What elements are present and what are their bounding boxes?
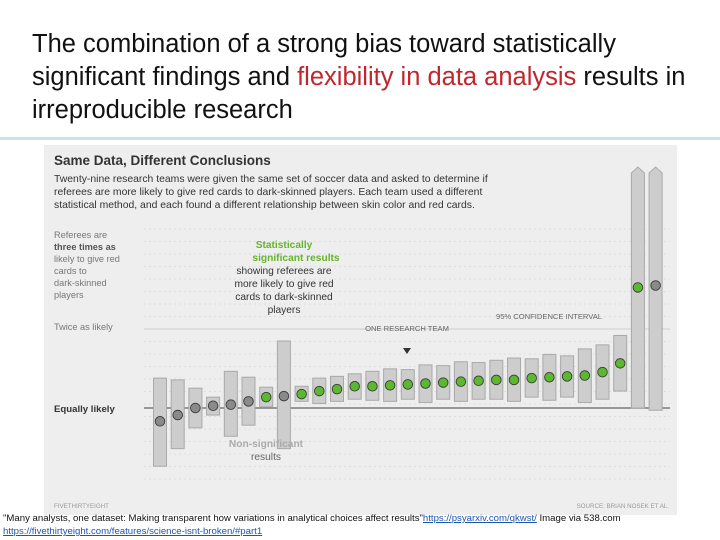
y-label-three-times-line: players (54, 290, 84, 300)
estimate-point (278, 390, 290, 402)
title-text-1: The combination of a strong bias toward … (32, 30, 616, 91)
estimate-point (190, 402, 201, 414)
estimate-point (579, 370, 591, 381)
chart-svg: Same Data, Different Conclusions Twenty-… (44, 145, 677, 515)
title-text-2: results in irreproducible research (32, 63, 686, 124)
estimate-point (367, 381, 378, 392)
y-label-three-times-line: three times as (54, 242, 116, 252)
estimate-point (632, 282, 644, 293)
y-label-three-times-line: dark-skinned (54, 278, 107, 288)
significant-annotation: Statistically significant results showin… (234, 240, 339, 316)
significant-annotation-line: players (268, 305, 301, 316)
estimate-point (526, 372, 537, 384)
y-label-three-times-line: cards to (54, 266, 87, 276)
ci-label: 95% CONFIDENCE INTERVAL (496, 312, 602, 321)
source-article-link[interactable]: https://fivethirtyeight.com/features/sci… (3, 526, 263, 537)
y-label-twice: Twice as likely (54, 322, 113, 332)
one-team-arrow (403, 348, 411, 354)
estimate-point (402, 379, 414, 390)
y-label-three-times: Referees are three times as likely to gi… (54, 230, 120, 300)
nonsignificant-annotation-line: Non-significant (229, 439, 304, 450)
chart-title: Same Data, Different Conclusions (54, 153, 271, 168)
one-team-label: ONE RESEARCH TEAM (365, 324, 449, 333)
nonsignificant-annotation-line: results (251, 452, 281, 463)
footer-brand: FIVETHIRTYEIGHT (54, 503, 109, 510)
estimate-point (614, 358, 626, 369)
estimate-point (455, 376, 467, 387)
y-label-equal: Equally likely (54, 404, 115, 415)
nonsignificant-annotation: Non-significant results (229, 439, 304, 463)
chart-subtitle-line-3: statistical method, and each found a dif… (54, 200, 475, 211)
y-label-three-times-line: Referees are (54, 230, 107, 240)
significant-annotation-line: cards to dark-skinned (235, 292, 333, 303)
footer-source: SOURCE: BRIAN NOSEK ET AL. (577, 503, 670, 510)
chart-background (44, 145, 677, 515)
estimate-point (349, 381, 360, 392)
chart-figure: Same Data, Different Conclusions Twenty-… (44, 145, 677, 515)
estimate-point (437, 377, 449, 388)
estimate-point (384, 380, 396, 391)
estimate-point (473, 375, 484, 387)
estimate-point (544, 371, 555, 383)
significant-annotation-line: more likely to give red (234, 279, 333, 290)
estimate-point (207, 400, 219, 411)
estimate-point (296, 388, 307, 400)
paper-link[interactable]: https://psyarxiv.com/qkwst/ (422, 513, 537, 524)
significant-annotation-line: significant results (252, 253, 340, 264)
estimate-point (154, 416, 166, 427)
chart-subtitle-line-1: Twenty-nine research teams were given th… (54, 174, 488, 185)
estimate-point (172, 409, 183, 421)
figure-caption: "Many analysts, one dataset: Making tran… (3, 512, 718, 538)
estimate-point (597, 366, 608, 378)
caption-text: "Many analysts, one dataset: Making tran… (3, 513, 423, 524)
estimate-point (243, 396, 254, 407)
y-label-three-times-line: likely to give red (54, 254, 120, 264)
estimate-point (314, 385, 325, 397)
estimate-point (331, 383, 343, 395)
estimate-point (260, 391, 272, 403)
chart-subtitle-line-2: referees are more likely to give red car… (54, 187, 482, 198)
estimate-point (225, 399, 237, 410)
caption-text: Image via 538.com (536, 513, 621, 524)
significant-annotation-line: showing referees are (236, 266, 331, 277)
estimate-point (420, 378, 431, 389)
significant-annotation-line: Statistically (256, 240, 313, 251)
estimate-point (561, 371, 573, 382)
title-divider (0, 137, 720, 140)
estimate-point (650, 280, 661, 291)
estimate-point (508, 374, 520, 386)
estimate-point (491, 374, 502, 386)
title-highlight: flexibility in data analysis (297, 63, 577, 91)
slide-title: The combination of a strong bias toward … (32, 28, 712, 127)
